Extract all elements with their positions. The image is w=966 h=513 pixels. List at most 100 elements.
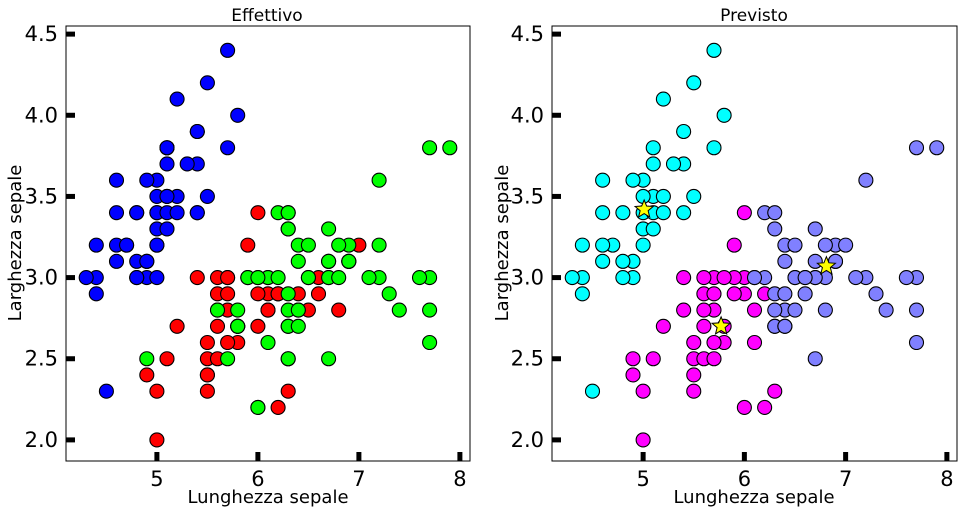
data-point-series-2: [726, 286, 742, 302]
data-point-series-2: [746, 302, 763, 318]
data-point-series-3: [868, 286, 884, 302]
data-point-series-2: [757, 399, 773, 415]
y-tick-label: 4.0: [25, 103, 58, 127]
data-point-series-3: [290, 318, 306, 334]
centroid-star: [710, 315, 732, 336]
data-point-series-1: [159, 221, 175, 237]
data-point-series-1: [108, 205, 125, 221]
data-point-series-3: [300, 270, 316, 286]
chart-previsto: Previsto 5 6 7 8 2.0 2.5 3.0 3.5 4.0 4.5 Lunghezz…: [492, 6, 958, 508]
data-point-series-2: [250, 205, 266, 221]
data-point-series-3: [250, 399, 266, 415]
data-point-series-2: [635, 383, 651, 399]
data-point-series-1: [220, 42, 236, 58]
data-point-series-1: [108, 172, 125, 188]
data-point-series-1: [635, 237, 651, 253]
data-point-series-1: [625, 172, 641, 188]
data-point-series-3: [807, 351, 823, 367]
data-point-series-3: [381, 286, 397, 302]
data-point-series-3: [371, 172, 387, 188]
x-tick-label: 6: [251, 467, 264, 491]
data-point-series-3: [787, 237, 803, 253]
plot-frame: [551, 25, 958, 462]
data-point-series-3: [411, 270, 428, 286]
data-point-series-2: [736, 399, 752, 415]
data-point-series-1: [220, 140, 236, 156]
data-point-series-1: [88, 286, 104, 302]
y-tick-label: 3.0: [511, 266, 544, 290]
data-point-series-3: [908, 334, 925, 351]
y-tick-label: 2.0: [511, 428, 544, 452]
y-tick-label: 2.5: [25, 347, 58, 371]
points-group: [78, 42, 458, 448]
data-point-series-1: [645, 140, 661, 156]
data-point-series-3: [290, 253, 306, 269]
data-point-series-2: [220, 334, 236, 351]
data-point-series-1: [655, 188, 671, 204]
data-point-series-1: [716, 107, 732, 123]
y-tick-label: 4.5: [25, 22, 58, 46]
data-point-series-2: [706, 351, 722, 367]
data-point-series-3: [321, 253, 337, 269]
data-point-series-1: [655, 91, 671, 107]
data-point-series-3: [230, 302, 246, 318]
data-point-series-1: [169, 91, 185, 107]
data-point-series-1: [139, 253, 155, 269]
y-tick-label: 4.0: [511, 103, 544, 127]
data-point-series-3: [331, 237, 347, 253]
data-point-series-3: [290, 302, 306, 318]
data-point-series-3: [908, 140, 925, 156]
data-point-series-3: [341, 253, 357, 269]
chart-title: Previsto: [720, 6, 788, 26]
data-point-series-3: [797, 270, 813, 286]
data-point-series-2: [199, 383, 215, 399]
data-point-series-2: [676, 302, 692, 318]
data-point-series-2: [270, 399, 286, 415]
data-point-series-3: [422, 302, 438, 318]
data-point-series-2: [625, 351, 641, 367]
data-point-series-2: [149, 432, 165, 448]
data-point-series-3: [777, 318, 793, 334]
data-point-series-1: [706, 42, 722, 58]
data-point-series-1: [615, 205, 631, 221]
y-tick-label: 4.5: [511, 22, 544, 46]
data-point-series-2: [696, 302, 712, 318]
data-point-series-2: [736, 205, 752, 221]
data-point-series-3: [371, 237, 387, 253]
data-point-series-2: [310, 286, 327, 302]
data-point-series-3: [220, 351, 236, 367]
data-point-series-1: [595, 237, 611, 253]
data-point-series-2: [199, 334, 215, 351]
data-point-series-2: [250, 286, 266, 302]
x-tick-label: 5: [636, 467, 649, 491]
data-point-series-2: [159, 351, 175, 367]
data-point-series-3: [767, 221, 783, 237]
data-point-series-3: [848, 270, 864, 286]
data-point-series-3: [858, 172, 874, 188]
data-point-series-1: [189, 123, 205, 140]
data-point-series-3: [777, 286, 793, 302]
data-point-series-1: [564, 270, 580, 286]
data-point-series-3: [807, 221, 823, 237]
data-point-series-1: [676, 205, 692, 221]
data-point-series-1: [615, 270, 631, 286]
data-point-series-2: [635, 432, 651, 448]
data-point-series-2: [645, 351, 661, 367]
data-point-series-3: [280, 205, 296, 221]
data-point-series-3: [422, 140, 438, 156]
data-point-series-2: [189, 270, 205, 286]
data-point-series-2: [676, 270, 692, 286]
data-point-series-2: [260, 302, 276, 318]
x-tick-label: 8: [940, 467, 953, 491]
data-point-series-3: [209, 302, 226, 318]
data-point-series-2: [139, 367, 155, 383]
data-point-series-2: [706, 286, 722, 302]
data-point-series-3: [878, 302, 894, 318]
data-point-series-2: [696, 270, 712, 286]
data-point-series-2: [706, 334, 722, 351]
data-point-series-2: [280, 383, 296, 399]
x-axis-label: Lunghezza sepale: [187, 487, 348, 508]
data-point-series-3: [230, 318, 246, 334]
data-point-series-1: [159, 188, 175, 204]
